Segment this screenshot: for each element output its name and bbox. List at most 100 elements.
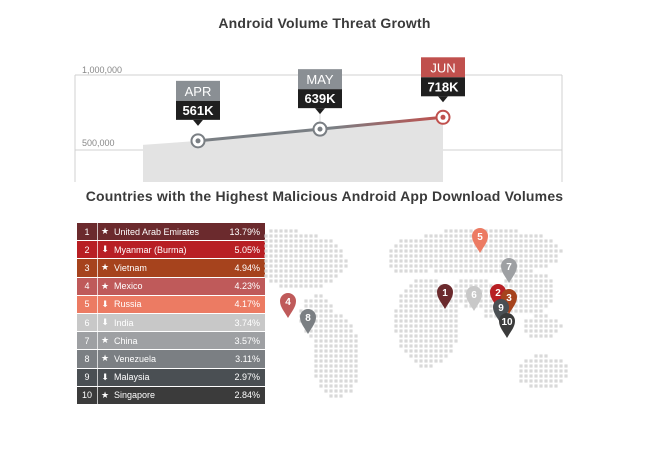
map-dot bbox=[419, 254, 423, 258]
month-label: MAY bbox=[306, 72, 334, 87]
map-dot bbox=[539, 314, 543, 318]
map-dot bbox=[329, 274, 333, 278]
map-dot bbox=[304, 244, 308, 248]
map-dot bbox=[434, 359, 438, 363]
map-dot bbox=[509, 254, 513, 258]
map-dot bbox=[464, 304, 468, 308]
map-dot bbox=[414, 279, 418, 283]
map-dot bbox=[294, 234, 298, 238]
map-dot bbox=[334, 369, 338, 373]
country-name: Malaysia bbox=[114, 372, 150, 383]
map-dot bbox=[319, 274, 323, 278]
rank-cell: 5 bbox=[84, 299, 90, 310]
map-dot bbox=[544, 299, 548, 303]
map-pin: 7 bbox=[501, 258, 517, 283]
map-dot bbox=[339, 314, 343, 318]
map-dot bbox=[419, 334, 423, 338]
map-dot bbox=[329, 269, 333, 273]
map-dot bbox=[344, 369, 348, 373]
map-pin-marker bbox=[499, 313, 515, 338]
map-dot bbox=[479, 264, 483, 268]
map-dot bbox=[494, 234, 498, 238]
table-row: 8 ★ Venezuela 3.11% bbox=[77, 350, 265, 369]
map-dot bbox=[274, 229, 278, 233]
map-dot bbox=[329, 324, 333, 328]
map-dot bbox=[349, 374, 353, 378]
map-dot bbox=[524, 274, 528, 278]
map-dot bbox=[534, 299, 538, 303]
map-dot bbox=[459, 239, 463, 243]
map-dot bbox=[524, 299, 528, 303]
map-dot bbox=[354, 364, 358, 368]
map-dot bbox=[514, 304, 518, 308]
map-dot bbox=[524, 304, 528, 308]
cell-divider bbox=[97, 313, 98, 332]
map-dot bbox=[394, 254, 398, 258]
map-dot bbox=[534, 239, 538, 243]
map-dot bbox=[534, 324, 538, 328]
map-dot bbox=[314, 264, 318, 268]
map-dot bbox=[559, 324, 563, 328]
map-dot bbox=[324, 369, 328, 373]
map-dot bbox=[529, 304, 533, 308]
map-dot bbox=[424, 324, 428, 328]
map-dot bbox=[349, 364, 353, 368]
map-dot bbox=[489, 309, 493, 313]
map-dot bbox=[544, 329, 548, 333]
map-dot bbox=[549, 289, 553, 293]
map-dot bbox=[294, 254, 298, 258]
map-dot bbox=[434, 259, 438, 263]
map-pin: 10 bbox=[499, 313, 515, 338]
map-dot bbox=[454, 294, 458, 298]
map-dot bbox=[349, 339, 353, 343]
map-dot bbox=[544, 284, 548, 288]
cell-divider bbox=[97, 350, 98, 368]
map-dot bbox=[539, 374, 543, 378]
map-dot bbox=[524, 279, 528, 283]
map-dot bbox=[409, 349, 413, 353]
map-dot bbox=[314, 279, 318, 283]
map-dot bbox=[549, 374, 553, 378]
map-dot bbox=[329, 329, 333, 333]
map-dot bbox=[459, 244, 463, 248]
map-dot bbox=[429, 279, 433, 283]
map-dot bbox=[414, 269, 418, 273]
map-dot bbox=[329, 344, 333, 348]
map-dot bbox=[279, 259, 283, 263]
map-dot bbox=[419, 289, 423, 293]
map-dot bbox=[319, 244, 323, 248]
map-dot bbox=[494, 249, 498, 253]
map-dot bbox=[314, 314, 318, 318]
map-dot bbox=[349, 354, 353, 358]
map-dot bbox=[429, 364, 433, 368]
map-dot bbox=[324, 249, 328, 253]
map-dot bbox=[554, 374, 558, 378]
map-dot bbox=[304, 304, 308, 308]
map-dot bbox=[454, 259, 458, 263]
map-dot bbox=[409, 259, 413, 263]
map-dot bbox=[404, 314, 408, 318]
map-dot bbox=[489, 259, 493, 263]
map-dot bbox=[399, 329, 403, 333]
map-dot bbox=[544, 244, 548, 248]
map-dot bbox=[464, 229, 468, 233]
map-dot bbox=[314, 304, 318, 308]
map-dot bbox=[289, 244, 293, 248]
map-dot bbox=[429, 284, 433, 288]
map-dot bbox=[309, 254, 313, 258]
map-dot bbox=[284, 234, 288, 238]
map-dot bbox=[419, 249, 423, 253]
map-dot bbox=[309, 304, 313, 308]
map-dot bbox=[394, 329, 398, 333]
map-dot bbox=[549, 369, 553, 373]
map-dot bbox=[539, 359, 543, 363]
map-dot bbox=[424, 254, 428, 258]
rank-cell: 4 bbox=[84, 281, 90, 292]
map-dot bbox=[304, 279, 308, 283]
map-pin: 5 bbox=[472, 228, 488, 253]
map-dot bbox=[534, 329, 538, 333]
table-row: 5 ⬇ Russia 4.17% bbox=[77, 295, 265, 314]
cell-divider bbox=[97, 259, 98, 277]
map-dot bbox=[439, 239, 443, 243]
map-dot bbox=[529, 324, 533, 328]
